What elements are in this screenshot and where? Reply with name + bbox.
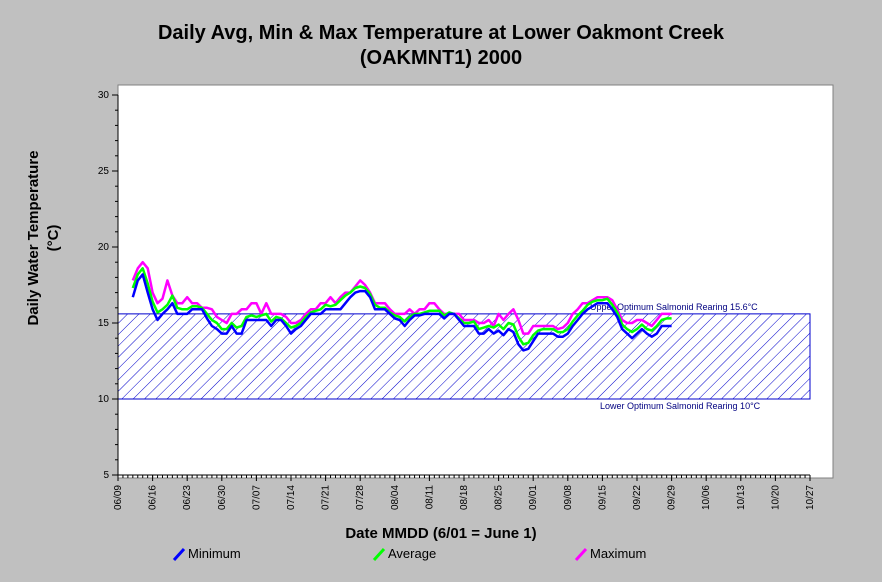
x-axis-label: Date MMDD (6/01 = June 1): [345, 525, 537, 542]
y-tick-label: 25: [98, 166, 110, 177]
x-tick-label: 09/22: [632, 485, 643, 510]
upper-band-label: Upper Optimum Salmonid Rearing 15.6°C: [590, 302, 758, 312]
x-tick-label: 10/13: [736, 485, 747, 510]
x-tick-label: 07/28: [355, 485, 366, 510]
legend-label-minimum: Minimum: [188, 546, 241, 561]
legend-label-maximum: Maximum: [590, 546, 647, 561]
x-tick-label: 07/21: [321, 485, 332, 510]
x-tick-label: 09/08: [563, 485, 574, 510]
plot-area: [117, 84, 834, 479]
x-tick-label: 10/20: [770, 485, 781, 510]
lower-band-label: Lower Optimum Salmonid Rearing 10°C: [600, 401, 761, 411]
x-tick-label: 08/11: [424, 485, 435, 510]
x-tick-label: 07/14: [286, 485, 297, 510]
x-tick-label: 10/06: [701, 485, 712, 510]
chart-subtitle: (OAKMNT1) 2000: [359, 47, 523, 69]
x-tick-label: 09/01: [528, 485, 539, 510]
series-line-average: [131, 267, 672, 346]
x-tick-label: 10/27: [805, 485, 816, 510]
x-tick-label: 08/25: [494, 485, 505, 510]
y-tick-label: 20: [98, 242, 110, 253]
y-tick-label: 30: [98, 90, 110, 101]
x-tick-label: 06/23: [182, 485, 193, 510]
x-tick-label: 06/30: [217, 485, 228, 510]
x-tick-label: 08/18: [459, 485, 470, 510]
legend-swatch-minimum: [172, 547, 186, 562]
legend-label-average: Average: [388, 546, 437, 561]
y-tick-label: 10: [98, 394, 110, 405]
x-tick-label: 08/04: [390, 485, 401, 510]
x-tick-label: 09/15: [597, 485, 608, 510]
series-line-maximum: [131, 260, 672, 335]
legend-swatch-average: [372, 547, 386, 562]
x-tick-label: 06/09: [113, 485, 124, 510]
x-tick-label: 09/29: [667, 485, 678, 510]
chart-title: Daily Avg, Min & Max Temperature at Lowe…: [157, 22, 725, 44]
y-tick-label: 15: [98, 318, 110, 329]
legend-swatch-maximum: [574, 547, 588, 562]
series-line-minimum: [131, 273, 672, 352]
y-tick-label: 5: [103, 470, 109, 481]
x-tick-label: 06/16: [148, 485, 159, 510]
x-tick-label: 07/07: [251, 485, 262, 510]
